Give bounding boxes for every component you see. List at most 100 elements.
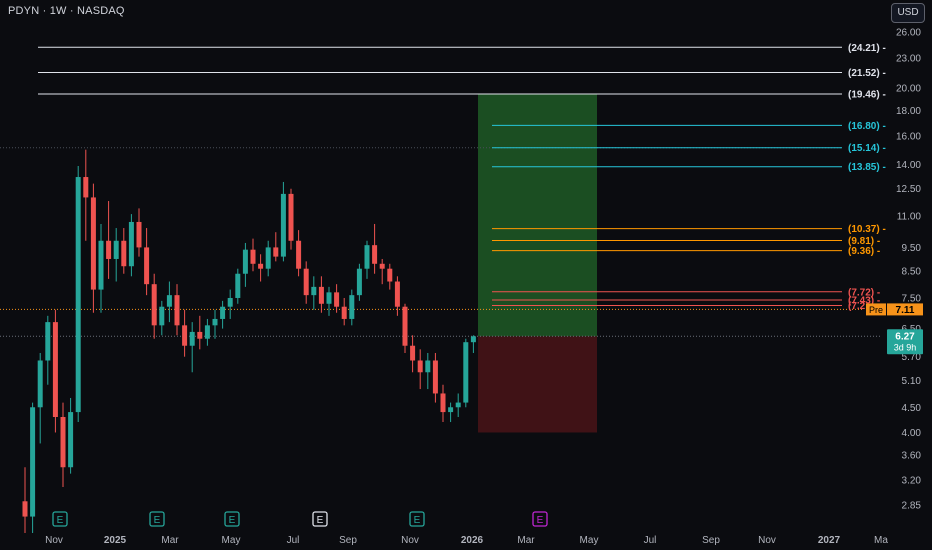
y-tick-label: 26.00 <box>896 28 921 39</box>
candle-body <box>379 263 385 269</box>
level-label: (7.2 - <box>848 301 871 312</box>
candle-body <box>349 295 355 319</box>
x-tick-label: Nov <box>45 535 63 546</box>
candle-body <box>113 240 119 259</box>
y-tick-label: 5.10 <box>902 376 922 387</box>
candle-body <box>334 292 340 307</box>
earnings-marker: E <box>532 511 548 527</box>
bar-countdown-label: 3d 9h <box>894 342 917 352</box>
candle-body <box>166 295 172 307</box>
y-tick-label: 3.60 <box>902 451 922 462</box>
candle-body <box>189 331 195 346</box>
candle-body <box>387 268 393 282</box>
candle-body <box>356 268 362 296</box>
earnings-marker: E <box>149 511 165 527</box>
y-tick-label: 9.50 <box>902 243 922 254</box>
candle-body <box>121 240 127 267</box>
candle-body <box>326 292 332 304</box>
x-tick-label: Mar <box>161 535 179 546</box>
candle-body <box>318 286 324 304</box>
earnings-marker-label: E <box>537 515 544 526</box>
earnings-marker-box <box>409 511 425 527</box>
candle-body <box>30 407 36 517</box>
earnings-marker-box <box>224 511 240 527</box>
candle-body <box>296 240 302 269</box>
candle-body <box>311 286 317 296</box>
y-tick-label: 20.00 <box>896 84 921 95</box>
premarket-price-label: 7.11 <box>896 305 915 316</box>
profit-zone <box>478 93 597 337</box>
candle-body <box>402 306 408 346</box>
y-tick-label: 8.50 <box>902 267 922 278</box>
x-tick-label: 2027 <box>818 535 841 546</box>
candle-body <box>265 247 271 269</box>
candle-body <box>235 273 241 298</box>
candle-body <box>106 240 112 259</box>
last-price-label: 6.27 <box>895 331 915 342</box>
level-label: (19.46) - <box>848 89 886 100</box>
earnings-marker-label: E <box>317 515 324 526</box>
x-tick-label: May <box>580 535 599 546</box>
earnings-marker-box <box>312 511 328 527</box>
currency-button[interactable]: USD <box>891 3 925 23</box>
candle-body <box>144 247 150 285</box>
candle-body <box>151 284 157 326</box>
earnings-marker-box <box>532 511 548 527</box>
earnings-marker: E <box>224 511 240 527</box>
level-label: (21.52) - <box>848 68 886 79</box>
x-tick-label: Jul <box>287 535 300 546</box>
candle-body <box>448 407 454 413</box>
symbol-header[interactable]: PDYN · 1W · NASDAQ <box>8 5 125 17</box>
earnings-marker-box <box>149 511 165 527</box>
candle-body <box>280 193 286 257</box>
candle-body <box>98 240 104 290</box>
earnings-marker: E <box>52 511 68 527</box>
candle-body <box>394 281 400 307</box>
candle-body <box>220 306 226 319</box>
y-tick-label: 5.70 <box>902 352 922 363</box>
candle-body <box>197 331 203 339</box>
earnings-marker-box <box>52 511 68 527</box>
level-label: (10.37) - <box>848 224 886 235</box>
level-label: (9.81) - <box>848 236 880 247</box>
x-tick-label: Ma <box>874 535 888 546</box>
candle-body <box>440 393 446 413</box>
earnings-marker: E <box>312 511 328 527</box>
candle-body <box>60 417 66 468</box>
y-tick-label: 14.00 <box>896 160 921 171</box>
level-label: (7.72) - <box>848 287 880 298</box>
candle-body <box>68 412 74 468</box>
candle-body <box>22 501 28 517</box>
candle-body <box>52 322 58 418</box>
candle-body <box>227 297 233 307</box>
level-label: (15.14) - <box>848 143 886 154</box>
y-tick-label: 18.00 <box>896 106 921 117</box>
candle-body <box>273 247 279 257</box>
candle-body <box>136 221 142 248</box>
x-tick-label: Sep <box>702 535 720 546</box>
candle-body <box>364 245 370 269</box>
candle-body <box>432 360 438 394</box>
candle-body <box>288 193 294 241</box>
y-tick-label: 3.20 <box>902 476 922 487</box>
earnings-marker-label: E <box>154 515 161 526</box>
y-tick-label: 4.50 <box>902 403 922 414</box>
candle-body <box>258 263 264 269</box>
y-tick-label: 4.00 <box>902 428 922 439</box>
candle-body <box>83 177 89 198</box>
x-tick-label: 2026 <box>461 535 484 546</box>
level-label: (16.80) - <box>848 121 886 132</box>
y-tick-label: 12.50 <box>896 184 921 195</box>
level-label: (9.36) - <box>848 246 880 257</box>
candle-body <box>37 360 43 408</box>
candle-body <box>128 221 134 267</box>
x-tick-label: Nov <box>401 535 419 546</box>
premarket-label: Pre <box>869 305 883 315</box>
candle-body <box>341 306 347 319</box>
candle-body <box>204 325 210 339</box>
candle-body <box>303 268 309 296</box>
candle-body <box>90 197 96 290</box>
candle-body <box>470 336 476 343</box>
earnings-marker-label: E <box>414 515 421 526</box>
